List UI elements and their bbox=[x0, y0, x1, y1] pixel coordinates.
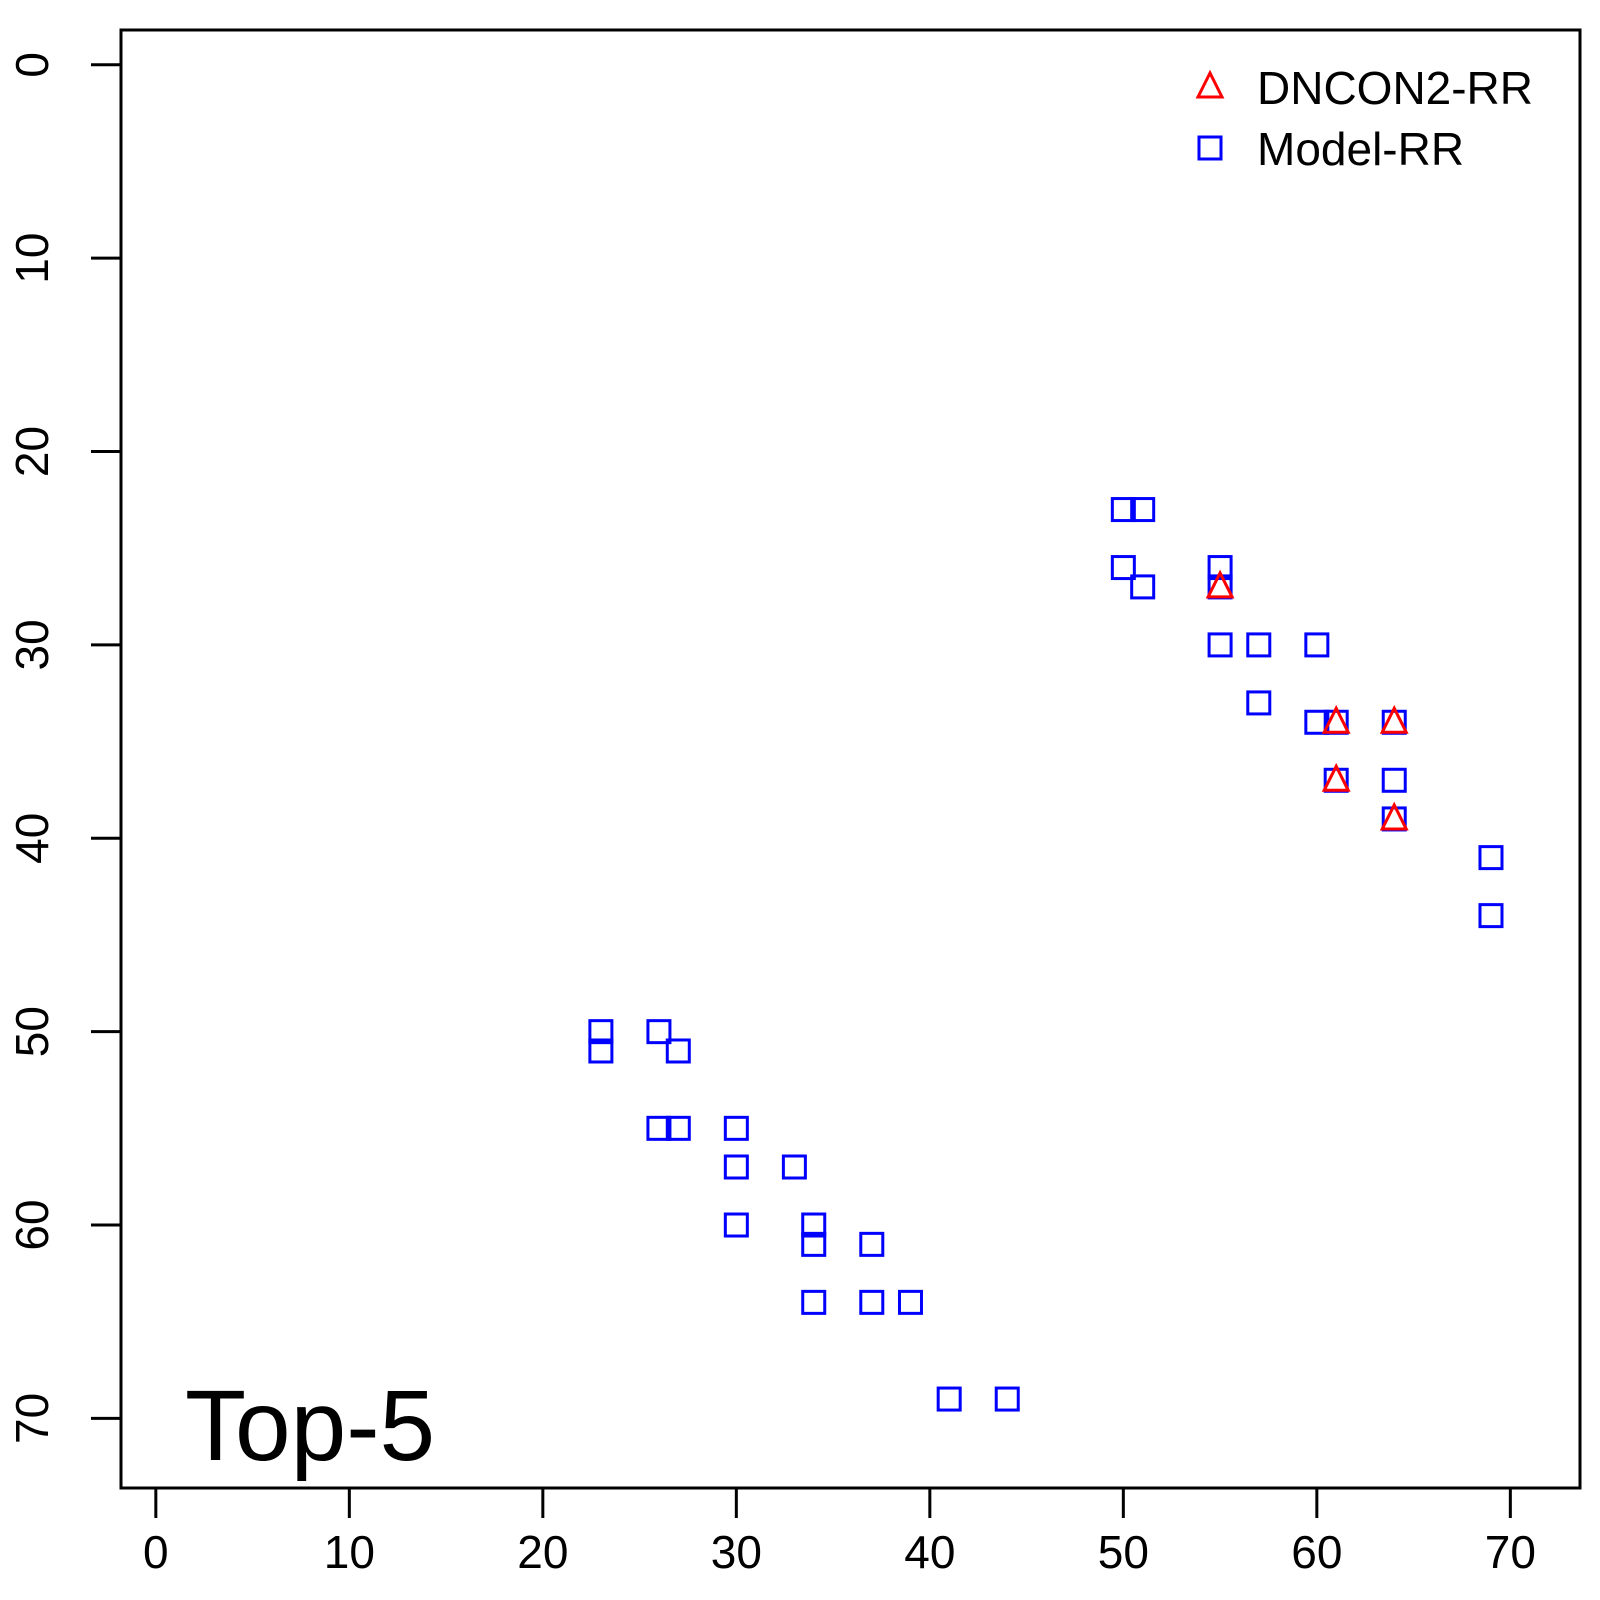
legend-marker-triangle bbox=[1195, 69, 1225, 99]
data-point-square bbox=[1130, 574, 1156, 600]
x-tick-label: 40 bbox=[904, 1526, 955, 1578]
data-point-square bbox=[1110, 497, 1136, 523]
data-point-square bbox=[859, 1231, 885, 1257]
legend: DNCON2-RR Model-RR bbox=[1195, 62, 1533, 175]
y-tick-label: 10 bbox=[6, 233, 58, 284]
data-point-square bbox=[1381, 767, 1407, 793]
data-point-square bbox=[1207, 632, 1233, 658]
x-tick-label: 30 bbox=[711, 1526, 762, 1578]
data-point-square bbox=[994, 1386, 1020, 1412]
data-point-square bbox=[1207, 555, 1233, 581]
data-point-square bbox=[723, 1212, 749, 1238]
data-point-square bbox=[1478, 903, 1504, 929]
x-tick-label: 0 bbox=[143, 1526, 169, 1578]
y-tick-label: 30 bbox=[6, 619, 58, 670]
y-axis: 0 10 20 30 40 50 60 70 bbox=[6, 52, 123, 1444]
data-point-square bbox=[665, 1038, 691, 1064]
y-tick-label: 60 bbox=[6, 1199, 58, 1250]
data-point-square bbox=[723, 1115, 749, 1141]
data-point-square bbox=[1304, 632, 1330, 658]
data-point-square bbox=[801, 1212, 827, 1238]
x-axis: 0 10 20 30 40 50 60 70 bbox=[143, 1486, 1536, 1578]
x-tick-label: 50 bbox=[1098, 1526, 1149, 1578]
annotation-label: Top-5 bbox=[185, 1370, 435, 1482]
series-DNCON2-RR bbox=[1205, 569, 1409, 831]
data-point-square bbox=[1246, 632, 1272, 658]
y-tick-label: 70 bbox=[6, 1393, 58, 1444]
data-point-square bbox=[1110, 555, 1136, 581]
x-tick-label: 60 bbox=[1291, 1526, 1342, 1578]
y-tick-label: 20 bbox=[6, 426, 58, 477]
y-tick-label: 50 bbox=[6, 1006, 58, 1057]
data-point-square bbox=[646, 1115, 672, 1141]
data-point-square bbox=[1130, 497, 1156, 523]
x-tick-label: 20 bbox=[517, 1526, 568, 1578]
y-tick-label: 0 bbox=[6, 52, 58, 78]
data-point-triangle bbox=[1205, 569, 1235, 599]
data-point-triangle bbox=[1321, 704, 1351, 734]
data-point-square bbox=[723, 1154, 749, 1180]
data-point-square bbox=[801, 1231, 827, 1257]
legend-label: DNCON2-RR bbox=[1257, 62, 1533, 114]
data-point-square bbox=[588, 1038, 614, 1064]
legend-marker-square bbox=[1197, 135, 1223, 161]
x-tick-label: 10 bbox=[324, 1526, 375, 1578]
data-point-square bbox=[801, 1289, 827, 1315]
data-point-square bbox=[1246, 690, 1272, 716]
data-point-square bbox=[859, 1289, 885, 1315]
data-point-square bbox=[1478, 845, 1504, 871]
data-point-triangle bbox=[1379, 704, 1409, 734]
data-point-square bbox=[588, 1019, 614, 1045]
data-points bbox=[588, 497, 1504, 1412]
data-point-triangle bbox=[1379, 801, 1409, 831]
data-point-triangle bbox=[1321, 762, 1351, 792]
data-point-square bbox=[897, 1289, 923, 1315]
y-tick-label: 40 bbox=[6, 813, 58, 864]
data-point-square bbox=[781, 1154, 807, 1180]
data-point-square bbox=[646, 1019, 672, 1045]
plot-frame bbox=[119, 28, 1582, 1490]
series-Model-RR bbox=[588, 497, 1504, 1412]
legend-label: Model-RR bbox=[1257, 123, 1464, 175]
data-point-square bbox=[665, 1115, 691, 1141]
x-tick-label: 70 bbox=[1485, 1526, 1536, 1578]
data-point-square bbox=[936, 1386, 962, 1412]
